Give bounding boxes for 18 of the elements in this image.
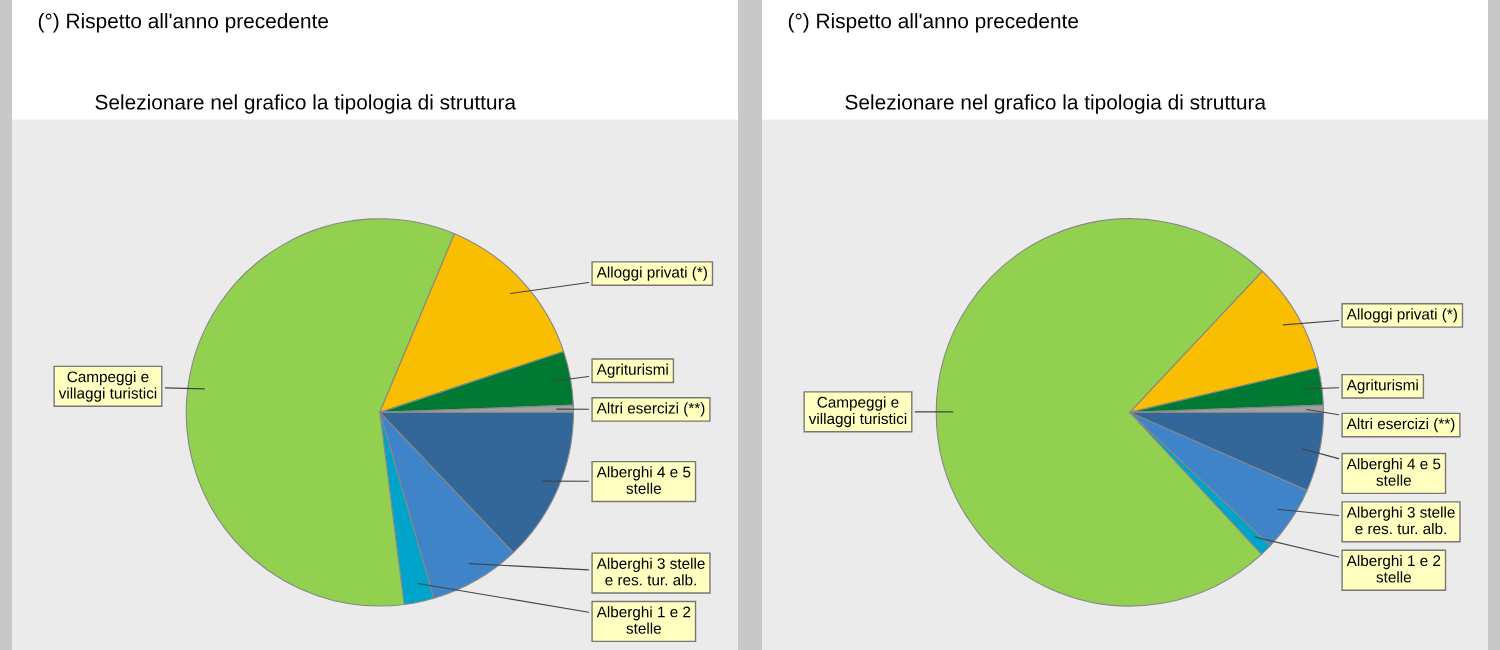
slice-label: Campeggi e villaggi turistici	[808, 396, 907, 428]
slice-label: Alberghi 1 e 2 stelle	[1346, 554, 1441, 583]
slice-label: Alloggi privati (*)	[1346, 308, 1457, 323]
slice-label: Agriturismi	[1346, 379, 1418, 394]
slice-label: Altri esercizi (**)	[596, 402, 705, 417]
slice-label: Alberghi 3 stelle e res. tur. alb.	[1346, 506, 1455, 535]
slice-label: Campeggi e villaggi turistici	[58, 370, 157, 402]
chart-subtitle: Selezionare nel grafico la tipologia di struttura	[95, 94, 517, 114]
slice-label: Alberghi 4 e 5 stelle	[596, 466, 691, 494]
slice-label: Alloggi privati (*)	[596, 266, 707, 281]
slice-label: Agriturismi	[596, 363, 668, 378]
slice-label: Alberghi 3 stelle e res. tur. alb.	[596, 557, 705, 586]
chart-title: (°) Rispetto all'anno precedente	[38, 13, 328, 33]
slice-label: Alberghi 1 e 2 stelle	[596, 606, 691, 634]
chart-subtitle: Selezionare nel grafico la tipologia di struttura	[845, 94, 1267, 114]
slice-label: Altri esercizi (**)	[1346, 417, 1455, 433]
slice-label: Alberghi 4 e 5 stelle	[1346, 458, 1441, 486]
chart-title: (°) Rispetto all'anno precedente	[788, 13, 1078, 33]
